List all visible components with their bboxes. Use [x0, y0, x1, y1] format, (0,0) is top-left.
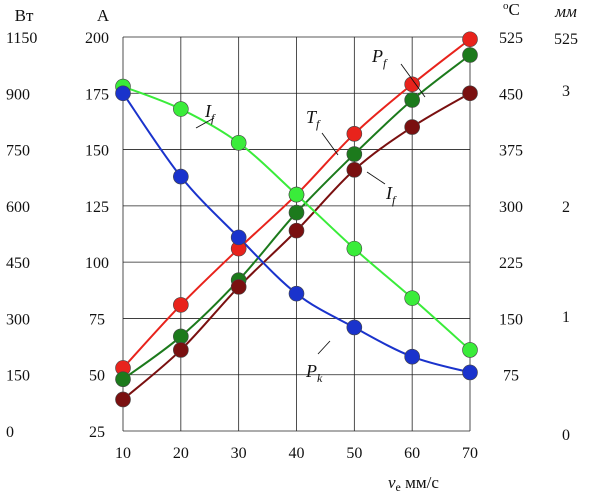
current-tick-label: 75	[89, 311, 105, 328]
length-tick-label: 0	[562, 427, 570, 444]
data-point-4	[346, 319, 363, 336]
data-point-2	[288, 222, 305, 239]
data-point-0	[462, 31, 478, 48]
power-tick-label: 150	[6, 368, 30, 385]
data-point-1	[288, 204, 305, 221]
length-tick-label: 1	[562, 309, 570, 326]
data-point-4	[115, 85, 131, 102]
power-tick-label: 1150	[6, 30, 37, 47]
data-point-2	[346, 162, 363, 178]
x-tick-label: 20	[173, 445, 189, 462]
data-point-3	[288, 186, 305, 203]
current-tick-label: 125	[85, 199, 109, 216]
data-point-0	[173, 297, 189, 313]
power-tick-label: 0	[6, 424, 14, 441]
curve-label-1: Tf	[306, 107, 321, 131]
data-point-4	[288, 285, 305, 302]
current-tick-label: 200	[85, 30, 109, 47]
data-point-3	[173, 101, 189, 117]
curve-label-0: Pf	[371, 46, 388, 70]
length-tick-label: 525	[554, 31, 578, 48]
power-tick-label: 750	[6, 143, 30, 160]
power-tick-label: 600	[6, 199, 30, 216]
x-axis-label: ve мм/с	[388, 473, 439, 492]
current-tick-label: 25	[89, 424, 105, 441]
temperature-tick-label: 375	[499, 143, 523, 160]
temperature-tick-label: 300	[499, 199, 523, 216]
grid	[122, 36, 471, 432]
x-tick-label: 40	[289, 445, 305, 462]
temperature-tick-label: 450	[499, 86, 523, 103]
current-tick-label: 150	[85, 143, 109, 160]
temperature-tick-label: 150	[499, 311, 523, 328]
series-markers	[115, 31, 478, 408]
label-leader-line	[317, 340, 331, 355]
temperature-tick-label: 225	[499, 255, 523, 272]
data-point-4	[462, 364, 478, 381]
data-point-2	[230, 279, 247, 295]
x-tick-label: 70	[462, 445, 478, 462]
x-tick-label: 10	[115, 445, 131, 462]
power-unit: Вт	[15, 6, 34, 25]
label-leader-line	[195, 117, 215, 129]
power-tick-label: 900	[6, 86, 30, 103]
data-point-1	[404, 92, 420, 108]
data-point-2	[404, 119, 420, 135]
power-tick-label: 300	[6, 311, 30, 328]
data-point-1	[173, 328, 189, 345]
data-point-4	[404, 348, 420, 365]
label-leader-line	[366, 171, 386, 185]
curve-label-4: Pk	[305, 361, 323, 385]
data-point-3	[230, 135, 247, 151]
data-point-2	[173, 342, 189, 358]
data-point-3	[404, 290, 420, 306]
data-point-2	[462, 85, 478, 102]
current-unit: А	[97, 6, 110, 25]
power-tick-label: 450	[6, 255, 30, 272]
data-point-3	[462, 342, 478, 358]
data-point-1	[462, 47, 478, 63]
current-tick-label: 50	[89, 368, 105, 385]
label-leader-line	[321, 132, 339, 156]
data-point-1	[115, 371, 131, 388]
temperature-unit: oC	[503, 0, 520, 19]
x-tick-label: 60	[404, 445, 420, 462]
data-point-0	[404, 76, 420, 93]
data-point-4	[173, 168, 189, 185]
curve-label-2: If	[385, 183, 397, 207]
data-point-0	[346, 126, 363, 142]
current-tick-label: 175	[85, 86, 109, 103]
x-tick-label: 50	[346, 445, 362, 462]
temperature-tick-label: 75	[503, 368, 519, 385]
data-point-2	[115, 391, 131, 408]
temperature-tick-label: 525	[499, 30, 523, 47]
length-unit: мм	[554, 2, 577, 21]
length-tick-label: 2	[562, 199, 570, 216]
tick-labels: 1150900750600450300150020017515012510075…	[6, 30, 578, 462]
length-tick-label: 3	[562, 83, 570, 100]
x-tick-label: 30	[231, 445, 247, 462]
data-point-4	[230, 229, 247, 246]
current-tick-label: 100	[85, 255, 109, 272]
curve-labels: Pf Tf If If Pk	[195, 46, 426, 385]
curve-label-3: If	[204, 101, 216, 125]
data-point-1	[346, 146, 363, 162]
data-point-3	[346, 240, 363, 257]
label-leader-line	[400, 63, 426, 98]
